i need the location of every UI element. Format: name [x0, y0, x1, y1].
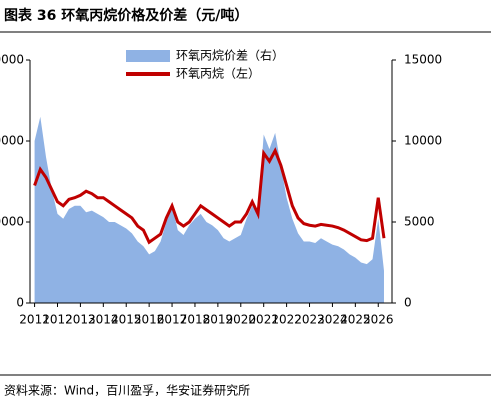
y2-tick-label: 0: [404, 296, 412, 310]
x-tick-label: 2025: [340, 313, 371, 327]
x-tick-label: 2026: [363, 313, 394, 327]
x-tick-label: 2020: [226, 313, 257, 327]
x-tick-label: 2011: [19, 313, 50, 327]
x-tick-label: 2013: [65, 313, 96, 327]
y-tick-label: 30000: [0, 53, 24, 67]
line: [33, 147, 386, 245]
y2-tick-label: 10000: [404, 134, 442, 148]
y2-tick-label: 15000: [404, 53, 442, 67]
x-tick-label: 2019: [203, 313, 234, 327]
x-tick-label: 2022: [271, 313, 302, 327]
legend-label: 环氧丙烷（左）: [176, 66, 260, 81]
x-tick-label: 2023: [294, 313, 325, 327]
y-tick-label: 20000: [0, 134, 24, 148]
x-tick-label: 2021: [248, 313, 279, 327]
x-tick-label: 2017: [157, 313, 188, 327]
x-tick-label: 2015: [111, 313, 142, 327]
x-tick-label: 2024: [317, 313, 348, 327]
y-tick-label: 10000: [0, 215, 24, 229]
legend-label: 环氧丙烷价差（右）: [176, 48, 284, 63]
legend-swatch: [126, 50, 170, 62]
x-tick-label: 2016: [134, 313, 165, 327]
x-tick-label: 2018: [180, 313, 211, 327]
area: [34, 116, 384, 303]
y2-tick-label: 5000: [404, 215, 435, 229]
y-tick-label: 0: [16, 296, 24, 310]
x-tick-label: 2012: [42, 313, 73, 327]
x-tick-label: 2014: [88, 313, 119, 327]
source: 资料来源：Wind，百川盈孚，华安证券研究所: [4, 383, 250, 398]
chart-title: 图表 36 环氧丙烷价格及价差（元/吨）: [4, 7, 248, 24]
